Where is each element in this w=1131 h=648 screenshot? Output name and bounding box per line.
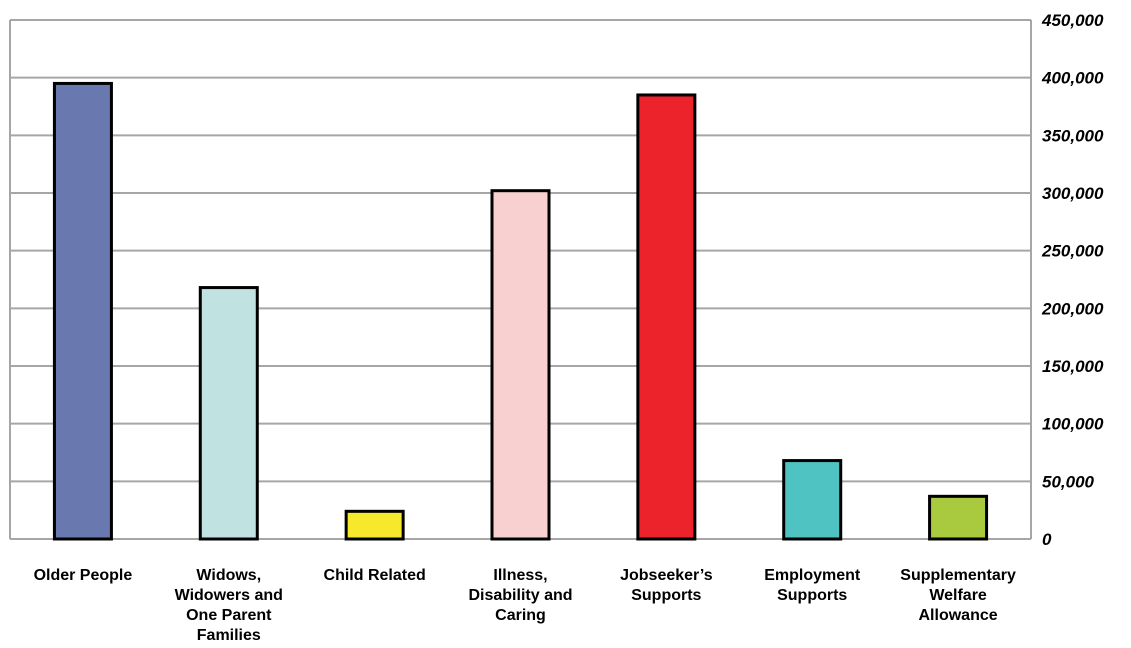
bars (52, 81, 989, 541)
bar (928, 494, 989, 541)
y-tick-label: 100,000 (1042, 415, 1104, 434)
x-category-label: Jobseeker’s Supports (620, 567, 713, 604)
y-tick-label: 300,000 (1042, 184, 1104, 203)
x-category-label: Older People (34, 567, 133, 584)
bar (344, 509, 405, 541)
bar (52, 81, 113, 541)
x-category-label: Widows, Widowers and One Parent Families (175, 567, 283, 644)
y-tick-label: 50,000 (1042, 472, 1095, 491)
y-tick-label: 350,000 (1042, 126, 1104, 145)
bar (782, 459, 843, 541)
y-tick-label: 200,000 (1041, 299, 1104, 318)
x-category-label: Employment Supports (764, 567, 861, 604)
x-category-label: Supplementary Welfare Allowance (900, 567, 1016, 624)
bar (636, 93, 697, 541)
y-axis: 0 50,000 100,000 150,000 200,000 250,000 300,0… (1041, 11, 1104, 549)
bar (198, 286, 259, 541)
y-tick-label: 400,000 (1041, 69, 1104, 88)
x-category-label: Illness, Disability and Caring (468, 567, 572, 624)
y-tick-label: 150,000 (1042, 357, 1104, 376)
x-axis-labels: Older People Widows, Widowers and One Paren… (34, 567, 1016, 644)
y-tick-label: 450,000 (1041, 11, 1104, 30)
x-category-label: Child Related (324, 567, 426, 584)
bar (490, 189, 551, 541)
y-tick-label: 250,000 (1041, 242, 1104, 261)
y-tick-label: 0 (1042, 530, 1052, 549)
